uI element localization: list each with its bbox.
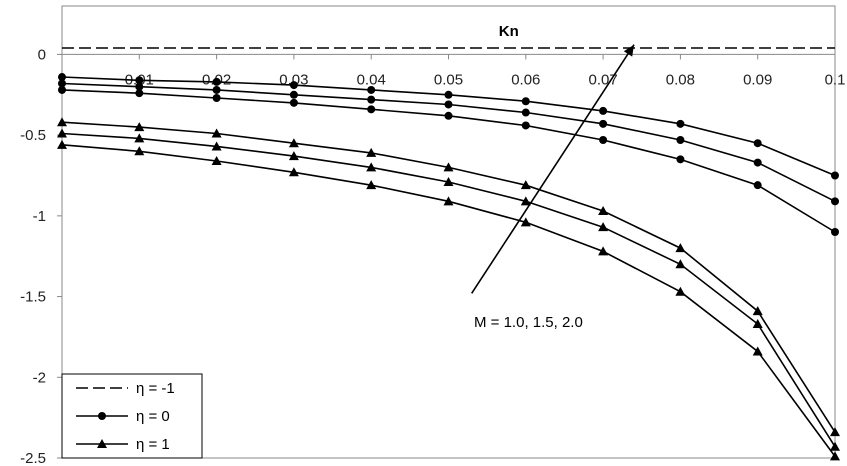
data-point-eta_0: [676, 155, 685, 164]
data-point-eta_0: [676, 119, 685, 128]
data-point-eta_1: [752, 346, 763, 356]
y-tick-label: -1: [33, 208, 46, 225]
data-point-eta_1: [366, 180, 377, 190]
data-point-eta_0: [753, 158, 762, 167]
x-tick-label: 0.08: [666, 71, 695, 88]
data-point-eta_1: [443, 176, 454, 186]
data-point-eta_0: [367, 85, 376, 94]
data-point-eta_1: [598, 246, 609, 256]
legend-marker: [97, 439, 107, 448]
data-point-eta_0: [676, 135, 685, 144]
data-point-eta_1: [288, 167, 299, 177]
data-point-eta_1: [598, 222, 609, 232]
data-point-eta_0: [831, 228, 839, 236]
data-point-eta_0: [289, 90, 298, 99]
data-point-eta_1: [443, 162, 454, 172]
x-tick-label: 0.06: [511, 71, 540, 88]
data-point-eta_1: [211, 155, 222, 165]
x-tick-label: 0.1: [825, 71, 846, 88]
legend-marker: [98, 412, 106, 420]
data-point-eta_1: [830, 427, 840, 437]
data-point-eta_1: [134, 133, 145, 143]
legend-label: η = 0: [136, 408, 170, 425]
y-tick-label: -1.5: [20, 289, 46, 306]
data-point-eta_0: [58, 85, 66, 94]
data-point-eta_1: [675, 286, 686, 296]
x-tick-label: 0.07: [588, 71, 617, 88]
data-point-eta_1: [366, 147, 377, 157]
data-point-eta_1: [366, 162, 377, 172]
data-point-eta_0: [289, 81, 298, 90]
data-point-eta_1: [752, 319, 763, 329]
series-line-eta_0-3: [61, 89, 836, 233]
data-point-eta_1: [288, 151, 299, 161]
data-point-eta_1: [211, 141, 222, 151]
data-point-eta_0: [599, 135, 608, 144]
data-point-eta_0: [521, 121, 530, 130]
data-point-eta_1: [520, 196, 531, 206]
data-point-eta_0: [135, 82, 144, 91]
data-point-eta_1: [57, 139, 67, 149]
data-point-eta_0: [289, 98, 298, 107]
data-point-eta_0: [135, 89, 144, 98]
data-point-eta_1: [675, 259, 686, 269]
data-point-eta_1: [57, 128, 67, 138]
annotation-arrow: [471, 44, 635, 294]
data-point-eta_0: [367, 95, 376, 104]
data-point-eta_0: [212, 94, 221, 103]
data-point-eta_1: [134, 122, 145, 132]
data-point-eta_1: [830, 451, 840, 461]
data-point-eta_1: [598, 206, 609, 216]
data-point-eta_1: [211, 128, 222, 138]
data-point-eta_0: [599, 106, 608, 115]
data-point-eta_0: [135, 76, 144, 85]
data-point-eta_0: [444, 111, 453, 120]
data-point-eta_0: [444, 90, 453, 99]
x-axis-title: Kn: [499, 23, 519, 40]
data-point-eta_0: [831, 171, 839, 180]
x-tick-label: 0.05: [434, 71, 463, 88]
data-point-eta_1: [752, 306, 763, 316]
data-point-eta_0: [753, 139, 762, 148]
data-point-eta_1: [57, 117, 67, 127]
annotation-label: M = 1.0, 1.5, 2.0: [474, 314, 583, 331]
data-point-eta_1: [675, 243, 686, 253]
y-tick-label: 0: [38, 46, 46, 63]
data-point-eta_1: [520, 180, 531, 190]
data-point-eta_0: [753, 181, 762, 190]
data-point-eta_0: [444, 100, 453, 109]
data-point-eta_0: [521, 97, 530, 106]
x-tick-label: 0.04: [357, 71, 386, 88]
data-point-eta_1: [288, 138, 299, 148]
y-tick-label: -2: [33, 369, 46, 386]
y-tick-label: -2.5: [20, 450, 46, 466]
data-point-eta_0: [831, 197, 839, 206]
data-point-eta_1: [134, 146, 145, 156]
data-point-eta_0: [521, 108, 530, 117]
data-point-eta_0: [367, 105, 376, 114]
y-tick-label: -0.5: [20, 127, 46, 144]
x-tick-label: 0.09: [743, 71, 772, 88]
data-point-eta_1: [443, 196, 454, 206]
data-point-eta_0: [212, 77, 221, 86]
data-point-eta_1: [830, 441, 840, 451]
data-point-eta_0: [58, 73, 66, 82]
data-point-eta_0: [212, 85, 221, 94]
data-point-eta_0: [599, 119, 608, 128]
legend-label: η = 1: [136, 436, 170, 453]
legend-label: η = -1: [136, 380, 175, 397]
data-point-eta_1: [520, 217, 531, 227]
annotation-arrowhead: [623, 44, 635, 57]
data-point-eta_0: [58, 79, 66, 88]
